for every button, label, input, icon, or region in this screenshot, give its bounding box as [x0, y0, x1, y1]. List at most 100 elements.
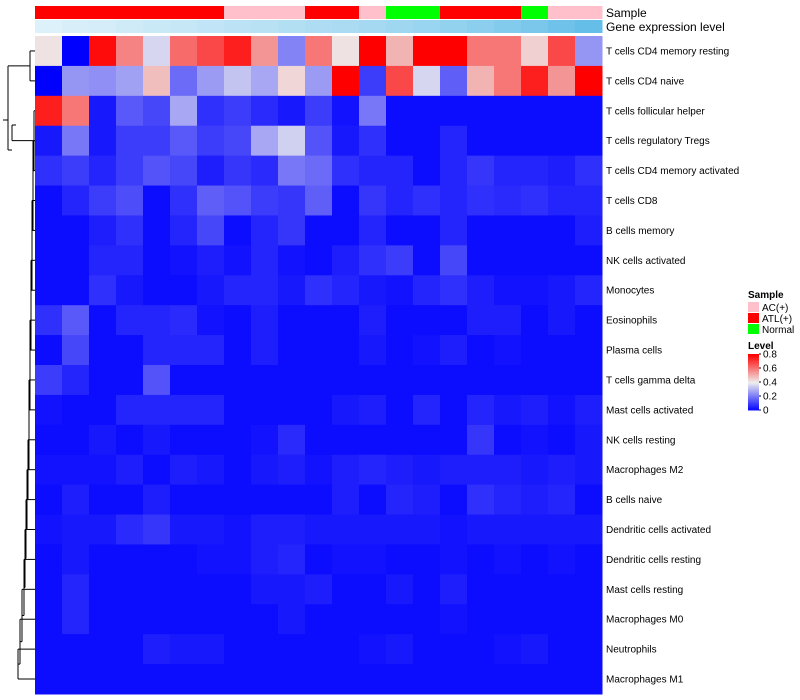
- heatmap-cell: [332, 574, 360, 605]
- expression-annotation-cell: [251, 20, 279, 33]
- heatmap-cell: [575, 634, 603, 665]
- heatmap-cell: [521, 604, 549, 635]
- heatmap-cell: [197, 514, 225, 545]
- sample-annotation-cell: [116, 6, 144, 19]
- legend-gradient-step: [748, 373, 759, 376]
- heatmap-cell: [548, 424, 576, 456]
- heatmap-cell: [575, 394, 603, 426]
- heatmap-cell: [143, 664, 171, 695]
- heatmap-cell: [224, 365, 252, 396]
- heatmap-cell: [386, 305, 414, 336]
- heatmap-cell: [386, 215, 414, 246]
- heatmap-cell: [575, 155, 603, 187]
- heatmap-cell: [278, 484, 306, 516]
- expression-annotation-cell: [548, 20, 576, 33]
- heatmap-cell: [440, 305, 468, 336]
- heatmap-cell: [413, 514, 441, 545]
- heatmap-cell: [575, 365, 603, 396]
- heatmap-cell: [305, 664, 333, 695]
- heatmap-cell: [440, 155, 468, 187]
- heatmap-cell: [440, 664, 468, 695]
- heatmap-cell: [359, 155, 387, 187]
- heatmap-cell: [359, 36, 387, 67]
- heatmap-cell: [305, 95, 333, 127]
- heatmap-cell: [224, 215, 252, 246]
- heatmap-cell: [332, 514, 360, 545]
- heatmap-cell: [278, 514, 306, 545]
- heatmap-cell: [494, 365, 522, 396]
- legend-item-label: Normal: [762, 325, 794, 336]
- heatmap-cell: [224, 335, 252, 366]
- heatmap-cell: [116, 634, 144, 665]
- row-label: Dendritic cells activated: [606, 525, 711, 536]
- heatmap-cell: [386, 664, 414, 695]
- heatmap-cell: [89, 664, 117, 695]
- heatmap-cell: [224, 65, 252, 97]
- heatmap-cell: [440, 365, 468, 396]
- heatmap-cell: [359, 394, 387, 426]
- heatmap-cell: [521, 664, 549, 695]
- heatmap-cell: [251, 305, 279, 336]
- heatmap-cell: [197, 394, 225, 426]
- heatmap-cell: [440, 484, 468, 516]
- heatmap-cell: [170, 65, 198, 97]
- legend-gradient-step: [748, 407, 759, 410]
- heatmap-cell: [35, 215, 63, 246]
- heatmap-cell: [413, 604, 441, 635]
- heatmap-cell: [305, 155, 333, 187]
- heatmap-cell: [413, 95, 441, 127]
- heatmap-cell: [440, 634, 468, 665]
- heatmap-cell: [251, 335, 279, 366]
- expression-annotation-cell: [386, 20, 414, 33]
- legend-tick-label: 0.6: [763, 364, 777, 375]
- legend-gradient-step: [748, 393, 759, 396]
- heatmap-cell: [170, 484, 198, 516]
- heatmap-cell: [521, 394, 549, 426]
- heatmap-cell: [575, 335, 603, 366]
- heatmap-cell: [89, 245, 117, 276]
- heatmap-cell: [62, 634, 90, 665]
- heatmap-cell: [278, 664, 306, 695]
- heatmap-cell: [278, 394, 306, 426]
- legend-item-label: ATL(+): [762, 314, 792, 325]
- row-label: Macrophages M2: [606, 465, 684, 476]
- heatmap-cell: [143, 65, 171, 97]
- heatmap-cell: [89, 275, 117, 306]
- heatmap-cell: [224, 544, 252, 575]
- heatmap-cell: [197, 664, 225, 695]
- heatmap-cell: [224, 514, 252, 545]
- heatmap-cell: [251, 215, 279, 246]
- heatmap-cell: [359, 245, 387, 276]
- heatmap-cell: [494, 664, 522, 695]
- heatmap-cell: [386, 155, 414, 187]
- heatmap-cell: [521, 454, 549, 486]
- heatmap-cell: [62, 454, 90, 486]
- heatmap-cell: [305, 544, 333, 575]
- heatmap-cell: [278, 245, 306, 276]
- heatmap-cell: [575, 305, 603, 336]
- heatmap-cell: [359, 514, 387, 545]
- heatmap-cell: [278, 275, 306, 306]
- heatmap-cell: [386, 454, 414, 486]
- heatmap-cell: [143, 365, 171, 396]
- heatmap-cell: [332, 125, 360, 157]
- expression-annotation-cell: [143, 20, 171, 33]
- heatmap-cell: [62, 604, 90, 635]
- row-label: NK cells activated: [606, 256, 685, 267]
- heatmap-cell: [467, 335, 495, 366]
- heatmap-cell: [332, 185, 360, 216]
- heatmap-cell: [467, 454, 495, 486]
- heatmap-cell: [467, 664, 495, 695]
- heatmap-cell: [116, 155, 144, 187]
- heatmap-cell: [62, 574, 90, 605]
- heatmap-cell: [89, 335, 117, 366]
- heatmap-cell: [278, 544, 306, 575]
- heatmap-cell: [521, 275, 549, 306]
- heatmap-cell: [386, 65, 414, 97]
- heatmap-cell: [494, 484, 522, 516]
- heatmap-cell: [521, 484, 549, 516]
- heatmap-cell: [386, 185, 414, 216]
- heatmap-cell: [440, 514, 468, 545]
- heatmap-cell: [305, 65, 333, 97]
- heatmap-cell: [116, 275, 144, 306]
